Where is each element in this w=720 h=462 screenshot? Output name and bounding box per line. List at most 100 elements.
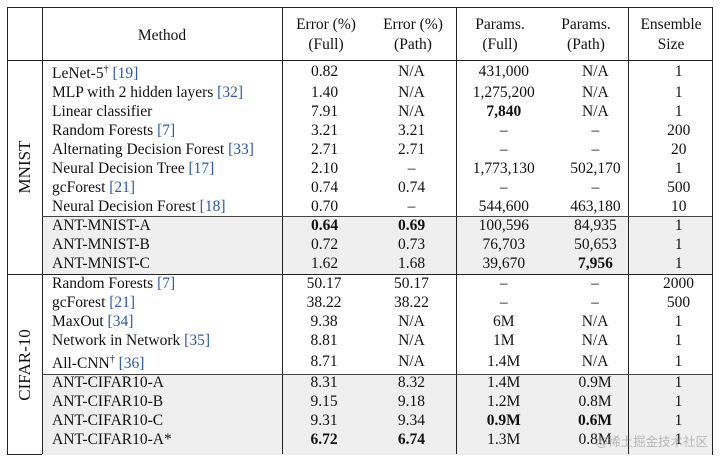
ensemble-cell: 1 <box>674 313 683 330</box>
header-params-path-line2: (Path) <box>567 36 605 53</box>
table-row: LeNet-5† [19] 0.82 N/A 431,000 N/A 1 <box>41 60 720 83</box>
err-path-cell: 50.17 <box>393 275 429 292</box>
params-full-cell: 7,840 <box>486 103 522 121</box>
table-row: gcForest [21] 38.22 38.22 – – 500 <box>41 293 720 312</box>
err-path-cell: N/A <box>398 63 425 81</box>
method-name: LeNet-5 <box>52 65 104 83</box>
table-row: ANT-CIFAR10-A* 6.72 6.74 1.3M 0.8M 1 <box>41 430 720 449</box>
ensemble-cell: 1 <box>674 353 683 371</box>
citation-link[interactable]: [21] <box>109 179 136 197</box>
params-path-cell: – <box>591 294 599 311</box>
err-path-cell: – <box>407 160 416 178</box>
ensemble-cell: 1 <box>674 255 683 273</box>
params-path-cell: 84,935 <box>574 217 617 235</box>
header-method-label: Method <box>137 27 187 44</box>
citation-link[interactable]: [18] <box>199 198 226 216</box>
table-row: Random Forests [7] 50.17 50.17 – – 2000 <box>41 274 720 293</box>
results-table: Method Error (%) (Full) Error (%) (Path)… <box>7 7 713 455</box>
citation-link[interactable]: [33] <box>228 141 254 159</box>
params-full-cell: 431,000 <box>478 63 529 81</box>
section-label-cifar10: CIFAR-10 <box>8 274 42 455</box>
citation-link[interactable]: [21] <box>109 294 136 311</box>
dagger-mark: † <box>103 64 109 75</box>
table-row: All-CNN† [36] 8.71 N/A 1.4M N/A 1 <box>41 350 720 373</box>
err-path-cell: 8.32 <box>397 374 425 392</box>
params-full-cell: 1,773,130 <box>472 160 535 178</box>
header-params-path-line1: Params. <box>561 16 611 33</box>
params-path-cell: – <box>591 275 599 292</box>
params-full-cell: 6M <box>492 313 515 330</box>
header-error-path-line2: (Path) <box>394 36 432 53</box>
method-cell: ANT-MNIST-A <box>41 216 280 235</box>
section-cifar10-text: CIFAR-10 <box>15 328 34 401</box>
citation-link[interactable]: [7] <box>157 122 176 140</box>
params-path-cell: 0.8M <box>578 431 612 449</box>
ensemble-cell: 20 <box>670 141 687 159</box>
params-path-cell: – <box>591 179 600 197</box>
err-full-cell: 1.62 <box>310 255 339 273</box>
err-full-cell: 8.81 <box>310 332 338 349</box>
method-cell: Neural Decision Tree [17] <box>41 159 280 178</box>
method-cell: ANT-MNIST-C <box>41 254 280 273</box>
ant-mnist-band <box>42 216 712 275</box>
ensemble-divider <box>628 8 629 454</box>
citation-link[interactable]: [34] <box>107 313 134 330</box>
params-path-cell: N/A <box>581 332 609 349</box>
err-full-cell: 3.21 <box>310 122 339 140</box>
header-params-full-line1: Params. <box>475 16 525 33</box>
ensemble-cell: 500 <box>667 179 691 197</box>
params-path-cell: N/A <box>582 63 609 81</box>
ensemble-cell: 1 <box>674 431 683 449</box>
method-name: ANT-CIFAR10-A* <box>52 431 172 449</box>
table-row: ANT-CIFAR10-C 9.31 9.34 0.9M 0.6M 1 <box>41 411 720 430</box>
ant-cifar-band <box>42 374 712 455</box>
citation-link[interactable]: [36] <box>118 355 145 373</box>
params-path-cell: N/A <box>582 103 609 121</box>
ensemble-cell: 1 <box>674 103 683 121</box>
ensemble-cell: 500 <box>666 294 691 311</box>
table-row: Alternating Decision Forest [33] 2.71 2.71… <box>41 140 720 159</box>
method-name: Neural Decision Tree <box>52 160 185 178</box>
ensemble-cell: 1 <box>674 374 683 392</box>
citation-link[interactable]: [19] <box>112 65 139 83</box>
method-name: Alternating Decision Forest <box>52 141 225 159</box>
table-row: Linear classifier 7.91 N/A 7,840 N/A 1 <box>41 102 720 121</box>
section-rule <box>8 274 712 275</box>
citation-link[interactable]: [35] <box>184 332 210 349</box>
citation-link[interactable]: [32] <box>217 84 243 102</box>
method-cell: All-CNN† [36] <box>41 350 280 373</box>
method-name: Network in Network <box>52 332 181 349</box>
method-name: MaxOut <box>52 313 104 330</box>
err-full-cell: 1.40 <box>310 84 339 102</box>
params-full-cell: – <box>499 275 508 292</box>
params-full-cell: – <box>499 294 508 311</box>
header-params-full-line2: (Full) <box>482 36 518 53</box>
method-name: Random Forests <box>52 122 154 140</box>
method-name: MLP with 2 hidden layers <box>52 84 214 102</box>
section-label-mnist: MNIST <box>8 60 42 274</box>
citation-link[interactable]: [7] <box>157 275 176 292</box>
method-cell: gcForest [21] <box>41 293 280 312</box>
table-row: gcForest [21] 0.74 0.74 – – 500 <box>41 178 720 197</box>
method-cell: ANT-CIFAR10-B <box>41 392 280 411</box>
method-name: ANT-MNIST-B <box>52 236 150 254</box>
method-name: Random Forests <box>52 275 154 292</box>
method-cell: MaxOut [34] <box>41 312 280 331</box>
err-path-cell: N/A <box>398 84 425 102</box>
citation-link[interactable]: [17] <box>188 160 215 178</box>
err-full-cell: 0.72 <box>310 236 339 254</box>
err-path-cell: 1.68 <box>397 255 426 273</box>
method-cell: ANT-MNIST-B <box>41 235 280 254</box>
err-full-cell: 9.15 <box>310 393 338 411</box>
header-error-full: Error (%) (Full) <box>282 15 370 57</box>
err-full-cell: 9.38 <box>310 313 338 330</box>
err-full-cell: 0.64 <box>310 217 339 235</box>
params-full-cell: 1.4M <box>487 374 521 392</box>
header-params-path: Params. (Path) <box>544 15 628 57</box>
method-cell: ANT-CIFAR10-A <box>41 373 280 392</box>
err-path-cell: N/A <box>398 103 425 121</box>
method-cell: Network in Network [35] <box>41 331 280 350</box>
method-name: All-CNN <box>52 355 110 373</box>
mnist-rows: LeNet-5† [19] 0.82 N/A 431,000 N/A 1 MLP with … <box>41 60 720 273</box>
method-cell: Alternating Decision Forest [33] <box>41 140 280 159</box>
